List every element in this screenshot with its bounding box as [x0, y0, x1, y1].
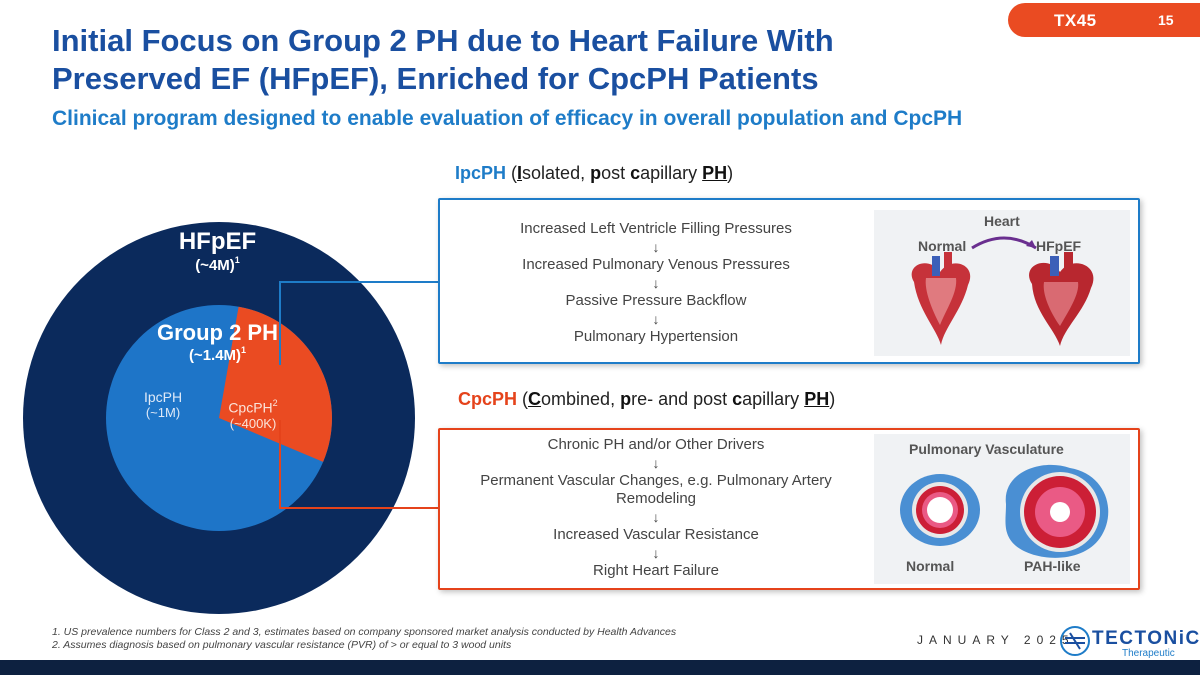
cpcph-step-1: Chronic PH and/or Other Drivers	[547, 436, 765, 453]
heart-title: Heart	[984, 213, 1020, 229]
cpcph-value: (~400K)	[229, 415, 277, 431]
ipcph-mechanism-box: Increased Left Ventricle Filling Pressur…	[438, 198, 1140, 364]
slide-title-line2: Preserved EF (HFpEF), Enriched for CpcPH…	[52, 61, 819, 96]
hfpef-label: HFpEF	[178, 228, 257, 255]
normal-heart-icon	[911, 252, 971, 345]
group2-ph-label-group: Group 2 PH (~1.4M)1	[140, 320, 295, 364]
heart-illustration	[911, 236, 1094, 346]
ipcph-label-group: IpcPH (~1M)	[134, 389, 192, 420]
heart-image-panel: Heart Normal HFpEF	[874, 210, 1130, 356]
down-arrow-icon: ↓	[652, 275, 660, 291]
slide-title: Initial Focus on Group 2 PH due to Heart…	[52, 22, 952, 98]
down-arrow-icon: ↓	[652, 311, 660, 327]
footnotes: 1. US prevalence numbers for Class 2 and…	[52, 626, 676, 652]
group2-ph-value: (~1.4M)1	[188, 345, 247, 364]
footnote-1: 1. US prevalence numbers for Class 2 and…	[52, 626, 677, 638]
vasculature-pah-label: PAH-like	[1024, 558, 1081, 574]
vasculature-title: Pulmonary Vasculature	[909, 441, 1064, 457]
cpcph-label: CpcPH2	[228, 398, 278, 416]
hfpef-value: (~4M)1	[195, 255, 240, 274]
cpcph-heading: CpcPH (Combined, pre- and post capillary…	[458, 389, 836, 409]
cpcph-flow: Chronic PH and/or Other Drivers ↓ Perman…	[458, 436, 854, 580]
footer-bar	[0, 660, 1200, 675]
slide-subtitle: Clinical program designed to enable eval…	[52, 107, 963, 130]
vasculature-image-panel: Pulmonary Vasculature Normal PAH-like	[874, 434, 1130, 584]
vasculature-normal-label: Normal	[906, 558, 955, 574]
ipcph-step-2: Increased Pulmonary Venous Pressures	[522, 256, 790, 273]
ipcph-step-1: Increased Left Ventricle Filling Pressur…	[520, 220, 792, 237]
hfpef-label-group: HFpEF (~4M)1	[160, 228, 275, 274]
company-logo-name: TECTONiC	[1092, 628, 1200, 649]
normal-vessel-icon	[900, 474, 980, 546]
cpcph-step-2: Permanent Vascular Changes, e.g. Pulmona…	[480, 472, 832, 507]
pah-vessel-icon	[1005, 464, 1109, 558]
ipcph-heading: IpcPH (Isolated, post capillary PH)	[455, 163, 734, 183]
heart-normal-label: Normal	[918, 238, 967, 254]
presentation-date: JANUARY 2025	[917, 633, 1075, 647]
cpcph-step-3: Increased Vascular Resistance	[553, 526, 759, 543]
ipcph-flow: Increased Left Ventricle Filling Pressur…	[460, 220, 852, 346]
page-number: 15	[1158, 12, 1174, 28]
ipcph-step-4: Pulmonary Hypertension	[573, 328, 739, 345]
ipcph-value: (~1M)	[145, 405, 181, 420]
down-arrow-icon: ↓	[652, 455, 660, 471]
hfpef-heart-icon	[1029, 252, 1094, 346]
group2-ph-label: Group 2 PH	[156, 320, 278, 345]
slide-title-line1: Initial Focus on Group 2 PH due to Heart…	[52, 23, 834, 58]
ipcph-step-3: Passive Pressure Backflow	[565, 292, 747, 309]
normal-to-hfpef-arrow-icon	[971, 236, 1037, 250]
presentation-tag: TX45 15	[1008, 3, 1200, 37]
down-arrow-icon: ↓	[652, 239, 660, 255]
heart-hfpef-label: HFpEF	[1036, 238, 1082, 254]
footnote-2: 2. Assumes diagnosis based on pulmonary …	[52, 639, 512, 651]
down-arrow-icon: ↓	[652, 509, 660, 525]
ipcph-label: IpcPH	[143, 389, 183, 405]
program-code: TX45	[1054, 11, 1097, 30]
cpcph-step-4: Right Heart Failure	[593, 562, 719, 579]
cpcph-label-group: CpcPH2 (~400K)	[218, 398, 288, 431]
vasculature-illustration	[900, 464, 1109, 558]
cpcph-mechanism-box: Chronic PH and/or Other Drivers ↓ Perman…	[438, 428, 1140, 590]
tectonic-logo-icon	[1060, 626, 1090, 656]
down-arrow-icon: ↓	[652, 545, 660, 561]
company-logo-subtext: Therapeutic	[1122, 648, 1175, 659]
